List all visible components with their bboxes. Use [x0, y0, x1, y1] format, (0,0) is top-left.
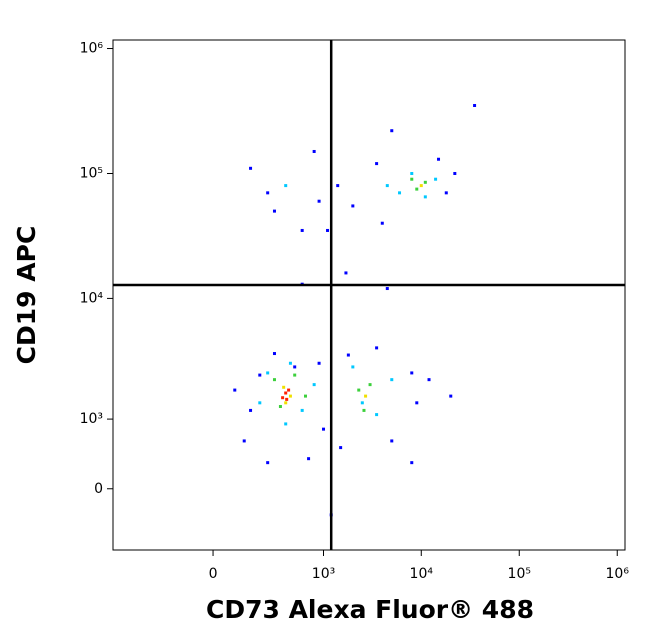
data-point — [285, 397, 289, 401]
data-point — [339, 446, 343, 450]
data-point — [266, 461, 270, 465]
data-point — [272, 352, 276, 356]
data-point — [281, 396, 285, 400]
data-point — [415, 401, 419, 405]
data-point — [410, 177, 414, 181]
data-point — [288, 394, 292, 398]
data-point — [312, 383, 316, 387]
data-point — [336, 184, 340, 188]
data-point — [375, 346, 379, 350]
data-point — [282, 385, 286, 389]
data-point — [346, 353, 350, 357]
data-point — [242, 439, 246, 443]
plot-frame — [112, 39, 626, 551]
data-point — [385, 287, 389, 291]
data-point — [364, 394, 368, 398]
x-tick-label: 10³ — [312, 566, 335, 582]
data-point — [368, 383, 372, 387]
data-point — [453, 171, 457, 175]
data-point — [410, 371, 414, 375]
data-point — [312, 149, 316, 153]
data-point — [390, 439, 394, 443]
y-tick-label: 10⁵ — [80, 165, 103, 181]
data-point — [266, 371, 270, 375]
data-point — [284, 184, 288, 188]
data-point — [410, 171, 414, 175]
y-tick-label: 0 — [94, 481, 103, 497]
x-tick-label: 10⁴ — [410, 566, 434, 582]
data-point — [385, 184, 389, 188]
data-point — [307, 457, 311, 461]
data-point — [380, 221, 384, 225]
data-point — [300, 408, 304, 412]
data-point — [357, 388, 361, 392]
y-tick-label: 10⁴ — [80, 290, 104, 306]
data-point — [317, 199, 321, 203]
data-point — [344, 271, 348, 275]
data-point — [249, 166, 253, 170]
data-point — [300, 228, 304, 232]
data-point — [287, 388, 291, 392]
data-point — [278, 405, 282, 409]
data-point — [326, 228, 330, 232]
data-point — [360, 401, 364, 405]
data-point — [398, 191, 402, 195]
data-point — [266, 191, 270, 195]
data-point — [362, 408, 366, 412]
data-point — [258, 401, 262, 405]
y-tick-label: 10³ — [80, 411, 103, 427]
data-point — [288, 361, 292, 365]
data-point — [423, 180, 427, 184]
data-point — [284, 391, 288, 395]
data-point — [437, 157, 441, 161]
data-point — [258, 373, 262, 377]
data-point — [272, 209, 276, 213]
data-point — [284, 422, 288, 426]
data-point — [434, 177, 438, 181]
x-tick-label: 10⁵ — [508, 566, 531, 582]
data-point — [410, 461, 414, 465]
data-point — [375, 162, 379, 166]
data-point — [419, 184, 423, 188]
x-tick-label: 10⁶ — [606, 566, 630, 582]
data-point — [449, 394, 453, 398]
data-point — [284, 401, 288, 405]
data-point — [415, 187, 419, 191]
x-axis-label: CD73 Alexa Fluor® 488 — [206, 595, 534, 624]
data-point — [293, 373, 297, 377]
data-point — [427, 378, 431, 382]
data-point — [322, 427, 326, 431]
data-point — [293, 365, 297, 369]
data-point — [444, 191, 448, 195]
y-tick-label: 10⁶ — [80, 41, 104, 57]
data-point — [390, 129, 394, 133]
data-point — [351, 204, 355, 208]
y-axis-label: CD19 APC — [12, 226, 41, 365]
x-tick-label: 0 — [209, 566, 218, 582]
data-point — [272, 378, 276, 382]
data-point — [351, 365, 355, 369]
data-point — [473, 103, 477, 107]
data-point — [423, 195, 427, 199]
data-point — [233, 388, 237, 392]
data-point — [375, 413, 379, 417]
data-point — [317, 361, 321, 365]
data-point — [390, 378, 394, 382]
data-point — [303, 394, 307, 398]
data-point — [249, 408, 253, 412]
